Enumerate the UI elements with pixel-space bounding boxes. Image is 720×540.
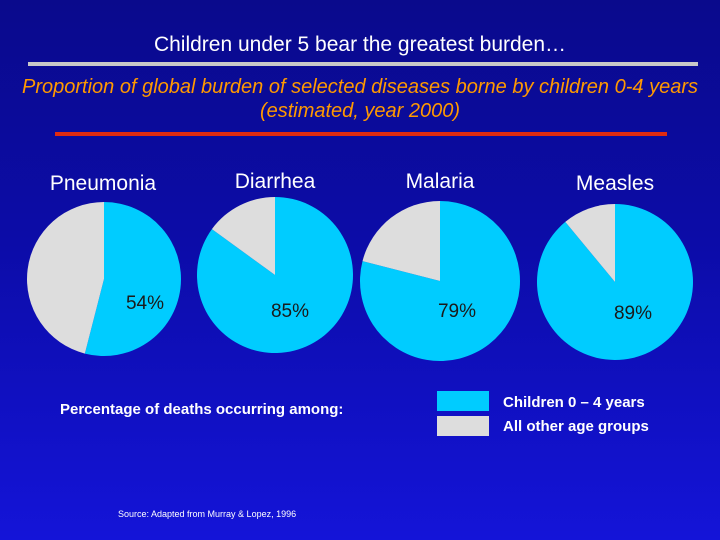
legend-swatch-children (437, 391, 489, 411)
pie-label-measles: Measles (575, 172, 655, 195)
legend-label-other: All other age groups (503, 418, 649, 435)
pct-label-diarrhea: 85% (270, 301, 310, 322)
pie-slice-diarrhea-children (197, 197, 354, 353)
pct-label-pneumonia: 54% (125, 293, 165, 314)
subtitle-rule (55, 132, 667, 136)
pie-slice-pneumonia-children (84, 201, 182, 356)
title-rule (28, 62, 698, 66)
pie-slice-malaria-children (359, 201, 520, 361)
pie-slice-diarrhea-other (211, 197, 275, 275)
pie-slice-measles-other (565, 204, 615, 282)
pie-label-diarrhea: Diarrhea (234, 170, 316, 193)
slide-title: Children under 5 bear the greatest burde… (153, 33, 567, 56)
pie-slice-pneumonia-other (27, 202, 105, 354)
pie-label-pneumonia: Pneumonia (49, 172, 157, 195)
source-note: Source: Adapted from Murray & Lopez, 199… (118, 509, 297, 519)
legend-label-children: Children 0 – 4 years (503, 394, 645, 411)
pie-label-malaria: Malaria (405, 170, 475, 193)
pie-slice-measles-children (536, 204, 693, 360)
legend-caption: Percentage of deaths occurring among: (60, 401, 344, 418)
pie-slice-malaria-other (362, 201, 440, 281)
pct-label-measles: 89% (613, 303, 653, 324)
chart-subtitle: Proportion of global burden of selected … (22, 76, 698, 122)
legend-swatch-other (437, 416, 489, 436)
pct-label-malaria: 79% (437, 301, 477, 322)
